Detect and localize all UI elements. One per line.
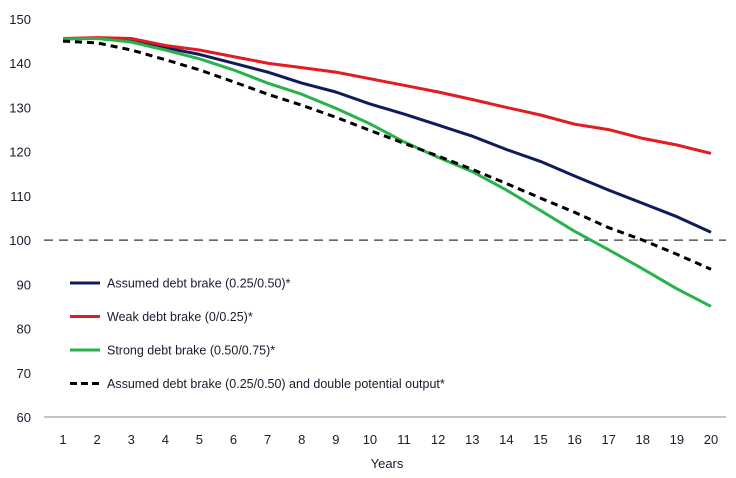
x-tick-label: 1	[59, 432, 66, 447]
legend: Assumed debt brake (0.25/0.50)* Weak debt…	[70, 277, 445, 391]
x-tick-label: 12	[431, 432, 445, 447]
y-tick-label: 60	[17, 410, 31, 425]
x-tick-label: 8	[298, 432, 305, 447]
x-tick-label: 11	[397, 432, 411, 447]
x-tick-label: 2	[93, 432, 100, 447]
x-tick-label: 16	[567, 432, 581, 447]
x-tick-label: 19	[670, 432, 684, 447]
x-tick-label: 14	[499, 432, 513, 447]
y-tick-label: 140	[9, 56, 31, 71]
y-tick-label: 70	[17, 366, 31, 381]
legend-label: Strong debt brake (0.50/0.75)*	[107, 344, 275, 358]
series-layer	[62, 36, 712, 308]
series-line-3	[62, 37, 712, 308]
series-line-4	[62, 39, 712, 271]
y-tick-label: 80	[17, 322, 31, 337]
x-axis-title: Years	[371, 456, 404, 471]
legend-label: Weak debt brake (0/0.25)*	[107, 310, 253, 324]
x-tick-label: 4	[162, 432, 169, 447]
x-axis-ticks: 1 2 3 4 5 6 7 8 9 10 11 12 13 14 15 16 17 18 19 20	[59, 432, 718, 447]
y-tick-label: 90	[17, 277, 31, 292]
x-tick-label: 13	[465, 432, 479, 447]
x-tick-label: 17	[601, 432, 615, 447]
legend-label: Assumed debt brake (0.25/0.50) and doubl…	[107, 377, 445, 391]
y-axis-ticks: 60 70 80 90 100 110 120 130 140 150	[9, 12, 31, 425]
x-tick-label: 10	[363, 432, 377, 447]
series-line-2	[62, 36, 712, 155]
x-tick-label: 18	[636, 432, 650, 447]
x-tick-label: 15	[533, 432, 547, 447]
x-tick-label: 3	[128, 432, 135, 447]
y-tick-label: 110	[10, 189, 31, 204]
x-tick-label: 9	[332, 432, 339, 447]
x-tick-label: 7	[264, 432, 271, 447]
x-tick-label: 20	[704, 432, 718, 447]
x-tick-label: 5	[196, 432, 203, 447]
y-tick-label: 100	[9, 233, 31, 248]
x-tick-label: 6	[230, 432, 237, 447]
y-tick-label: 130	[9, 100, 31, 115]
series-line-1	[62, 36, 712, 234]
y-tick-label: 120	[9, 145, 31, 160]
legend-label: Assumed debt brake (0.25/0.50)*	[107, 277, 291, 291]
y-tick-label: 150	[9, 12, 31, 27]
